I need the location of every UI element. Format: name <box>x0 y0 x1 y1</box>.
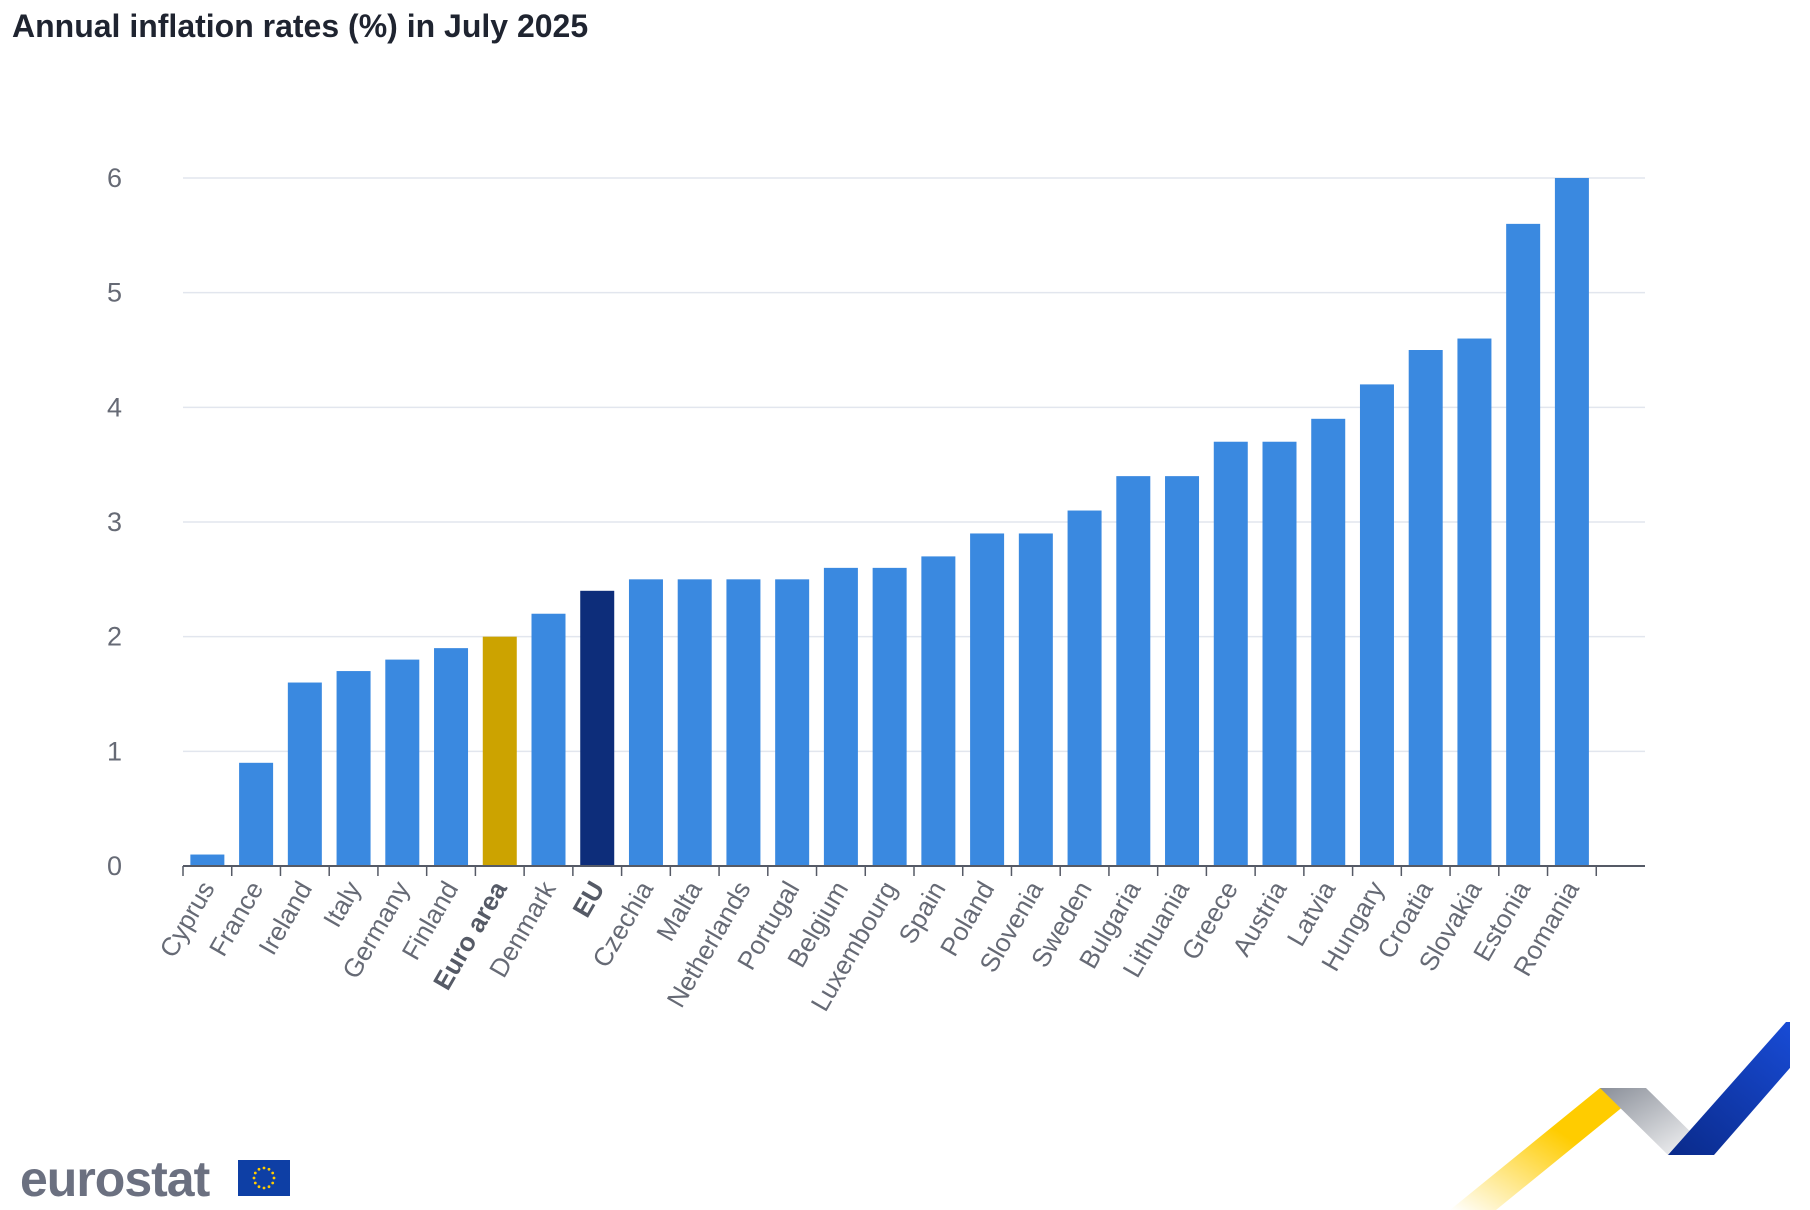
x-tick-label: EU <box>566 876 610 922</box>
bar-latvia <box>1311 418 1346 866</box>
bar-chart: 0123456CyprusFranceIrelandItalyGermanyFi… <box>107 163 1645 1016</box>
bar-bulgaria <box>1116 476 1151 866</box>
bar-denmark <box>531 613 566 866</box>
bar-france <box>239 762 274 866</box>
decorative-swoosh-icon <box>1450 1022 1790 1210</box>
bar-czechia <box>628 579 663 866</box>
bar-belgium <box>823 567 858 866</box>
bar-slovakia <box>1457 338 1492 866</box>
eurostat-logo: eurostat <box>20 1151 210 1207</box>
bar-hungary <box>1359 384 1394 866</box>
bar-spain <box>921 556 956 866</box>
bar-germany <box>385 659 420 866</box>
bar-ireland <box>287 682 322 866</box>
y-tick-label: 5 <box>107 278 122 308</box>
bar-estonia <box>1506 223 1541 866</box>
bar-eu <box>580 590 615 866</box>
eu-flag-icon <box>238 1160 290 1196</box>
bar-sweden <box>1067 510 1102 866</box>
bar-slovenia <box>1018 533 1053 866</box>
y-tick-label: 6 <box>107 163 122 193</box>
y-tick-label: 1 <box>107 736 122 766</box>
y-tick-label: 3 <box>107 507 122 537</box>
bar-croatia <box>1408 350 1443 866</box>
bar-finland <box>434 648 469 866</box>
bar-malta <box>677 579 712 866</box>
bar-italy <box>336 671 371 866</box>
bar-poland <box>970 533 1005 866</box>
bar-luxembourg <box>872 567 907 866</box>
bar-austria <box>1262 441 1297 866</box>
x-tick-label: Italy <box>317 876 367 932</box>
bar-euro-area <box>482 636 517 866</box>
bar-romania <box>1554 178 1589 866</box>
bar-portugal <box>775 579 810 866</box>
y-tick-label: 0 <box>107 851 122 881</box>
y-tick-label: 4 <box>107 392 122 422</box>
bar-netherlands <box>726 579 761 866</box>
chart-title: Annual inflation rates (%) in July 2025 <box>12 8 589 44</box>
bar-lithuania <box>1165 476 1200 866</box>
y-tick-label: 2 <box>107 622 122 652</box>
bar-greece <box>1213 441 1248 866</box>
bar-cyprus <box>190 854 225 866</box>
